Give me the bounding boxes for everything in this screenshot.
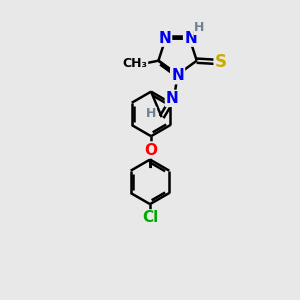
Text: O: O [145, 142, 158, 158]
Text: H: H [146, 107, 156, 120]
Text: H: H [194, 21, 205, 34]
Text: S: S [215, 53, 227, 71]
Text: CH₃: CH₃ [123, 57, 148, 70]
Text: N: N [166, 91, 179, 106]
Text: N: N [171, 68, 184, 83]
Text: N: N [184, 31, 197, 46]
Text: Cl: Cl [142, 210, 158, 225]
Text: N: N [158, 31, 171, 46]
